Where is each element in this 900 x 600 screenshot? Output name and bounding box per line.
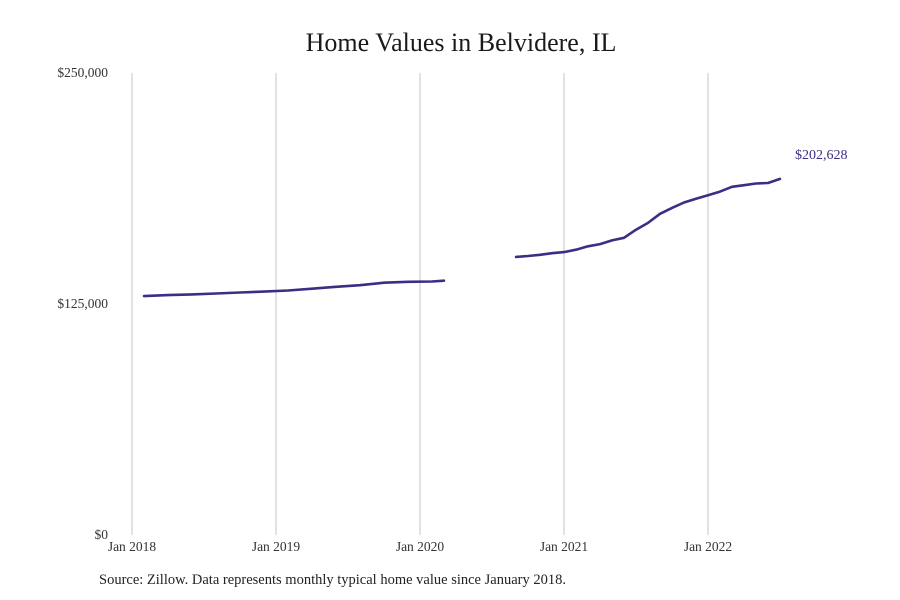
x-axis-ticks: Jan 2018 Jan 2019 Jan 2020 Jan 2021 Jan 2022	[108, 539, 732, 554]
end-value-label: $202,628	[795, 148, 848, 163]
series-lines	[142, 177, 782, 298]
x-tick-label: Jan 2018	[108, 539, 157, 554]
series-line	[514, 177, 782, 259]
x-tick-label: Jan 2020	[396, 539, 445, 554]
x-tick-label: Jan 2021	[540, 539, 588, 554]
series-line	[142, 279, 446, 298]
end-labels: $202,628	[795, 148, 848, 163]
chart-title: Home Values in Belvidere, IL	[305, 28, 617, 57]
y-tick-label: $0	[95, 527, 109, 542]
source-note: Source: Zillow. Data represents monthly …	[99, 572, 566, 588]
y-tick-label: $125,000	[57, 296, 108, 311]
y-tick-label: $250,000	[57, 65, 108, 80]
y-axis-ticks: $0 $125,000 $250,000	[57, 65, 108, 542]
gridlines	[131, 73, 709, 535]
x-tick-label: Jan 2022	[684, 539, 732, 554]
x-tick-label: Jan 2019	[252, 539, 301, 554]
